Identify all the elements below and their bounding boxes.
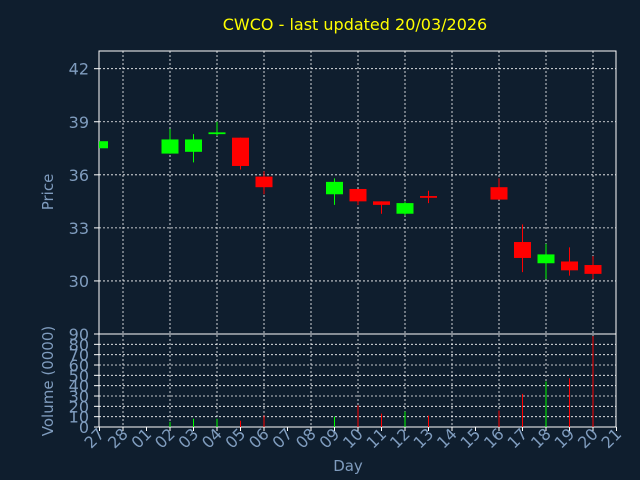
candle-body (396, 203, 414, 214)
candle-body (100, 141, 108, 149)
candle (584, 256, 602, 280)
candle (232, 137, 249, 170)
candle (490, 178, 508, 200)
price-tick-label: 33 (69, 219, 89, 238)
candle (514, 224, 531, 273)
candle-body (208, 132, 226, 135)
candle-body (255, 176, 273, 188)
candle-body (490, 187, 508, 200)
candle-body (537, 254, 555, 264)
volume-tick-label: 30 (69, 387, 89, 406)
volume-tick-label: 10 (69, 408, 89, 427)
volume-tick-label: 20 (69, 397, 89, 416)
price-tick-label: 36 (69, 166, 89, 185)
volume-tick-label: 90 (69, 325, 89, 344)
candle (208, 121, 226, 136)
volume-tick-label: 80 (69, 335, 89, 354)
volume-tick-label: 50 (69, 366, 89, 385)
candle (326, 178, 343, 205)
volume-tick-label: 40 (69, 377, 89, 396)
volume-tick-label: 60 (69, 356, 89, 375)
volume-tick-label: 0 (79, 418, 89, 437)
candle (185, 134, 202, 163)
volume-axis-label: Volume (0000) (39, 326, 57, 436)
candle-body (373, 201, 390, 205)
candle-body (561, 261, 578, 271)
price-tick-label: 42 (69, 60, 89, 79)
candle (396, 201, 414, 216)
price-axis-ticks: 30 33 36 39 42 (69, 60, 99, 291)
candle (373, 201, 390, 214)
candles (99, 121, 602, 280)
candle-body (420, 196, 437, 198)
candle (99, 141, 108, 149)
candle (420, 190, 437, 204)
grid-lines (99, 51, 616, 427)
chart-title: CWCO - last updated 20/03/2026 (223, 15, 487, 34)
candle (255, 171, 273, 195)
volume-tick-label: 70 (69, 346, 89, 365)
candle-body (349, 188, 367, 202)
price-tick-label: 39 (69, 113, 89, 132)
candle-body (584, 265, 602, 274)
candle (537, 243, 555, 280)
candle-body (161, 139, 179, 154)
candle-body (514, 242, 531, 258)
volume-bars (169, 336, 594, 427)
day-tick-label: 21 (597, 424, 625, 452)
x-axis-label: Day (333, 457, 363, 475)
candle-body (326, 181, 343, 195)
candle-body (185, 139, 202, 152)
price-tick-label: 30 (69, 272, 89, 291)
candle (161, 128, 179, 154)
candle (349, 188, 367, 205)
day-axis-ticks: 2728010203040506070809101112131415161718… (80, 424, 625, 452)
candle (561, 247, 578, 276)
price-axis-label: Price (39, 174, 57, 211)
candle-body (232, 137, 249, 166)
